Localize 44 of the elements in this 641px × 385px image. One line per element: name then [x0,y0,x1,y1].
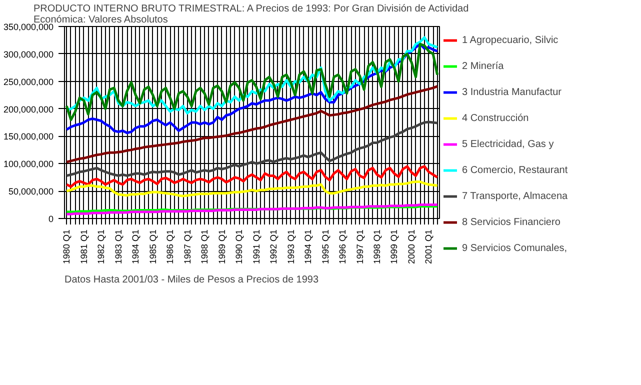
legend-label: 2 Minería [462,60,504,72]
x-tick-label: 1989 Q1 [216,229,227,264]
x-tick-label: 1999 Q1 [389,229,400,264]
legend-label: 4 Construcción [462,112,529,124]
y-tick-label: 300,000,000 [3,49,54,60]
y-tick-label: 350,000,000 [3,22,54,32]
legend-label: 3 Industria Manufactur [462,86,562,98]
y-tick-label: 0 [48,214,54,224]
x-tick-label: 1987 Q1 [182,229,192,264]
x-tick-label: 1997 Q1 [354,229,365,264]
x-tick-label: 1982 Q1 [96,229,106,264]
y-tick-label: 200,000,000 [3,104,54,114]
x-tick-label: 1983 Q1 [113,229,124,264]
legend-label: 6 Comercio, Restaurant [462,164,568,176]
y-tick-label: 50,000,000 [8,186,54,197]
legend-label: 5 Electricidad, Gas y [462,138,554,150]
x-tick-label: 1992 Q1 [268,229,279,264]
x-tick-label: 1984 Q1 [130,229,141,264]
x-tick-label: 1985 Q1 [148,229,158,264]
x-tick-label: 1988 Q1 [200,229,210,264]
y-tick-label: 250,000,000 [3,76,54,87]
x-tick-label: 1991 Q1 [251,229,262,264]
x-tick-label: 1994 Q1 [303,229,314,264]
x-tick-label: 1995 Q1 [320,229,330,264]
line-series [65,180,439,198]
x-tick-label: 2001 Q1 [424,229,434,264]
x-tick-label: 1981 Q1 [78,229,89,264]
x-tick-label: 1993 Q1 [286,229,296,264]
x-tick-label: 1998 Q1 [372,229,382,264]
line-series [65,120,439,177]
x-tick-label: 2000 Q1 [406,229,416,264]
x-tick-label: 1980 Q1 [62,229,72,264]
y-tick-label: 100,000,000 [3,159,54,170]
legend-label: 1 Agropecuario, Silvic [462,34,558,46]
legend-label: 9 Servicios Comunales, [462,242,568,254]
text: Datos Hasta 2001/03 - Miles de Pesos a Precios de 1993 [64,274,319,286]
line-series [65,165,439,188]
line-series [65,85,439,164]
legend-label: 8 Servicios Financiero [462,216,560,228]
x-tick-label: 1990 Q1 [234,229,244,264]
y-tick-label: 150,000,000 [3,132,54,142]
legend-label: 7 Transporte, Almacena [462,190,568,202]
x-tick-label: 1986 Q1 [165,229,176,264]
x-tick-label: 1996 Q1 [338,229,348,264]
